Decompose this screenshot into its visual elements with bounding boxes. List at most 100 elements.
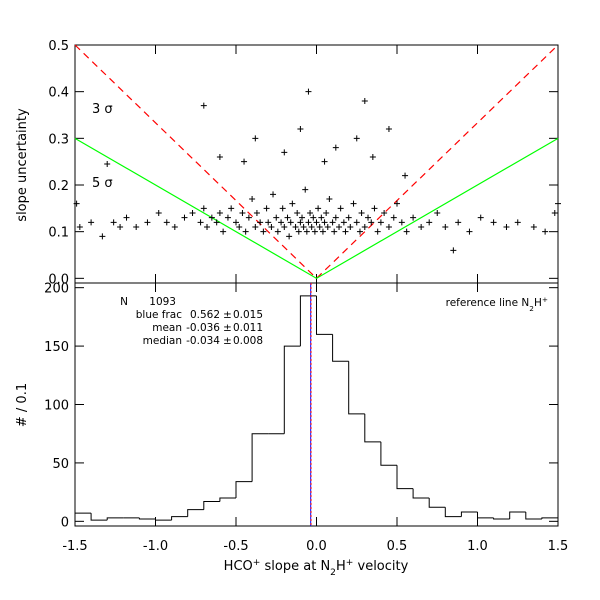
histogram-bin	[525, 511, 542, 520]
point	[133, 224, 140, 230]
point	[302, 186, 309, 193]
histogram-bin	[138, 517, 156, 520]
point	[418, 224, 425, 230]
point	[299, 214, 306, 221]
point	[402, 172, 409, 179]
histogram-bin	[348, 361, 365, 415]
point	[442, 224, 449, 230]
point	[284, 214, 291, 221]
stat-error: 0.015	[233, 309, 263, 321]
point	[252, 224, 259, 230]
point	[477, 214, 484, 221]
point	[353, 219, 360, 226]
point	[236, 224, 243, 230]
point	[385, 224, 392, 230]
point	[313, 219, 320, 226]
point	[551, 210, 558, 216]
point	[253, 210, 260, 216]
point	[311, 228, 318, 235]
point	[270, 191, 277, 198]
y-tick-label: 50	[52, 457, 69, 472]
histogram-bin	[316, 295, 333, 335]
histogram-bin	[74, 512, 92, 522]
point	[278, 219, 285, 226]
point	[503, 224, 510, 230]
x-axis-label-part: slope at N	[260, 559, 330, 574]
histogram-bin	[90, 513, 108, 521]
point	[297, 126, 304, 132]
point	[252, 135, 259, 142]
point	[171, 224, 178, 230]
point	[241, 158, 248, 165]
stat-error: 0.011	[233, 322, 263, 334]
point	[321, 158, 328, 165]
point	[340, 219, 347, 226]
histogram-bin	[428, 497, 446, 508]
point	[466, 228, 473, 235]
point	[307, 210, 314, 216]
reference-label-part: +	[542, 295, 548, 304]
stat-pm: ±	[223, 322, 232, 334]
histogram-bin	[493, 517, 510, 520]
point	[289, 200, 296, 207]
histogram-bin	[460, 511, 478, 517]
point	[321, 219, 328, 226]
point	[213, 219, 220, 226]
point	[123, 214, 130, 221]
point	[316, 224, 323, 230]
point	[336, 224, 343, 230]
point	[292, 224, 299, 230]
point	[361, 224, 368, 230]
point	[308, 224, 315, 230]
point	[337, 205, 344, 212]
stat-value: 0.562	[190, 309, 220, 321]
point	[181, 214, 188, 221]
stat-pm: ±	[223, 309, 232, 321]
y-tick-label: 0.4	[48, 86, 69, 101]
stat-error: 0.008	[233, 335, 263, 347]
point	[358, 210, 365, 216]
y-tick-label: 0.5	[48, 39, 69, 54]
point	[257, 219, 264, 226]
histogram-bin	[444, 507, 462, 518]
point	[315, 205, 322, 212]
x-axis-label-part: velocity	[353, 559, 408, 574]
reference-label: reference line N2H+	[446, 295, 548, 313]
reference-label-part: H	[534, 297, 542, 309]
point	[342, 228, 349, 235]
sigma-line	[74, 137, 559, 280]
y-tick-label: 150	[44, 340, 69, 355]
point	[294, 210, 301, 216]
point	[365, 214, 372, 221]
point	[455, 219, 462, 226]
y-tick-label: 0.3	[48, 132, 69, 147]
point	[286, 233, 293, 240]
x-axis-label-part: HCO	[224, 559, 253, 574]
point	[249, 196, 256, 202]
point	[216, 154, 223, 160]
point	[369, 154, 376, 160]
point	[403, 228, 410, 235]
histogram-bin	[477, 511, 494, 519]
x-tick-label: -0.5	[223, 539, 248, 554]
point	[381, 210, 388, 216]
point	[385, 126, 392, 132]
sigma-line	[74, 44, 559, 280]
point	[542, 228, 549, 235]
point	[110, 219, 117, 226]
point	[144, 219, 151, 226]
y-axis-label: slope uncertainty	[15, 108, 30, 222]
point	[347, 224, 354, 230]
histogram-bin	[396, 465, 414, 490]
sigma-label: 3 σ	[92, 102, 113, 117]
point	[345, 214, 352, 221]
point	[263, 205, 270, 212]
point	[318, 214, 325, 221]
point	[281, 224, 288, 230]
histogram-bin	[203, 500, 220, 510]
point	[332, 144, 339, 151]
point	[104, 161, 111, 167]
point	[242, 228, 249, 235]
point	[274, 228, 281, 235]
x-tick-label: 1.0	[467, 539, 488, 554]
